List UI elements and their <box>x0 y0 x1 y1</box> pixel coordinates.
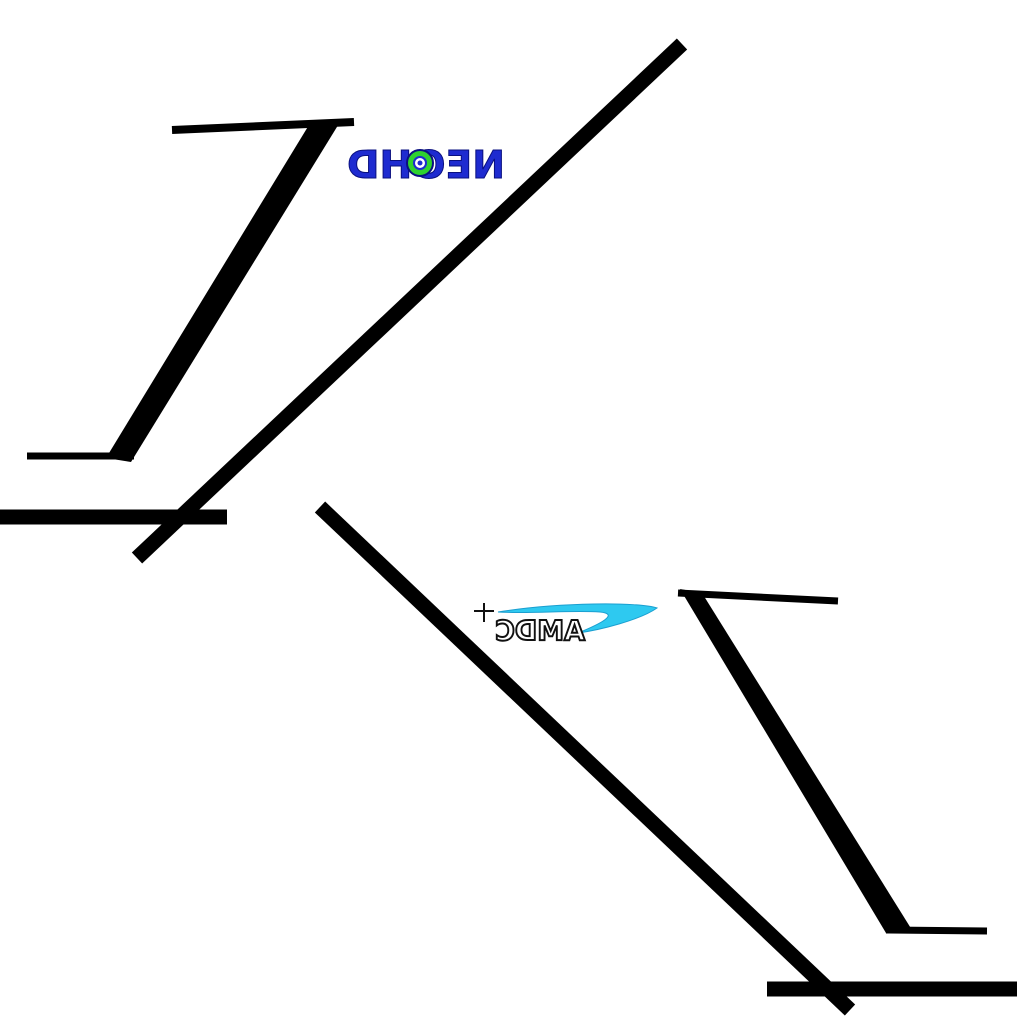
lower-tapered-diagonal <box>680 589 912 933</box>
logo-swoosh <box>497 603 659 634</box>
lower-long-diagonal <box>314 501 856 1016</box>
top-logo: NEOHD <box>347 143 506 188</box>
bottom-logo-text: AMDC <box>495 614 585 647</box>
upper-tapered-diagonal <box>106 120 340 462</box>
bottom-logo: AMDC <box>474 603 659 648</box>
upper-long-diagonal <box>131 38 688 564</box>
sparkle-plus-icon <box>474 603 494 622</box>
eye-icon <box>406 149 434 177</box>
lower-right-figure <box>314 501 1017 1016</box>
lower-top-bar <box>677 589 839 605</box>
upper-left-figure <box>0 38 688 564</box>
